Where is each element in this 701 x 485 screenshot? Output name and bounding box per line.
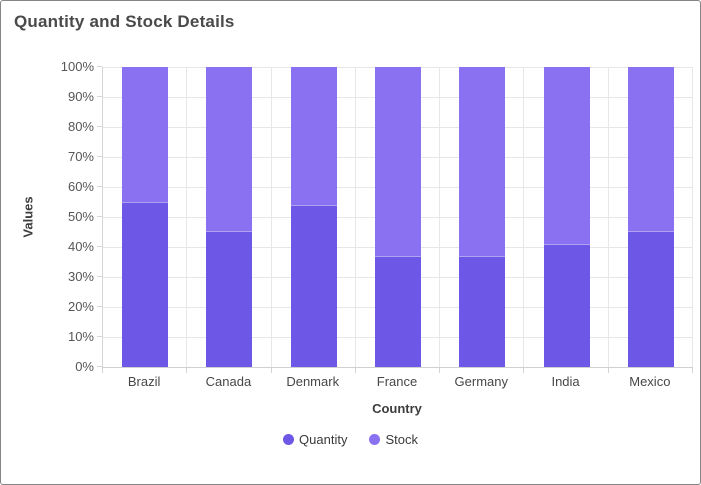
x-category-label-france: France [376,374,418,389]
bar-mexico [627,67,674,367]
y-axis-title: Values [20,196,36,238]
x-tick-mark [692,368,693,373]
x-category-label-mexico: Mexico [629,374,671,389]
y-tick-mark [97,306,102,307]
legend-item-stock[interactable]: Stock [369,432,418,447]
y-tick-label-80: 80% [67,119,94,134]
y-tick-label-70: 70% [67,149,94,164]
y-tick-mark [97,336,102,337]
y-tick-mark [97,126,102,127]
y-tick-mark [97,216,102,217]
y-tick-mark [97,366,102,367]
segment-quantity-canada[interactable] [206,230,253,367]
x-category-label-canada: Canada [205,374,252,389]
plot-area [102,67,693,368]
segment-stock-germany[interactable] [459,67,506,256]
legend-marker-quantity-icon [283,434,295,445]
y-tick-mark [97,96,102,97]
gridline-vertical [186,67,188,367]
y-tick-label-0: 0% [75,359,94,374]
gridline-vertical [523,67,525,367]
y-tick-label-60: 60% [67,179,94,194]
y-tick-mark [97,246,102,247]
segment-quantity-germany[interactable] [459,256,506,367]
segment-stock-denmark[interactable] [290,67,337,205]
gridline-vertical [692,67,693,367]
x-tick-mark [439,368,441,373]
y-tick-mark [97,276,102,277]
bar-india [543,67,590,367]
y-tick-label-40: 40% [67,239,94,254]
legend-label-stock: Stock [385,432,418,447]
x-category-label-germany: Germany [454,374,509,389]
y-tick-mark [97,186,102,187]
x-tick-mark [270,368,272,373]
gridline-vertical [354,67,356,367]
legend-label-quantity: Quantity [299,432,348,447]
x-axis-title: Country [372,401,422,416]
bar-canada [206,67,253,367]
y-tick-label-90: 90% [67,89,94,104]
y-tick-label-20: 20% [67,299,94,314]
gridline-vertical [270,67,272,367]
x-category-label-india: India [551,374,580,389]
x-category-label-denmark: Denmark [286,374,340,389]
legend: Quantity Stock [1,432,700,447]
bar-france [375,67,421,367]
bar-denmark [290,67,337,367]
segment-quantity-france[interactable] [375,256,421,367]
y-tick-label-10: 10% [67,329,94,344]
segment-quantity-india[interactable] [543,244,590,367]
x-tick-mark [186,368,188,373]
x-tick-mark [607,368,609,373]
y-tick-label-50: 50% [67,209,94,224]
gridline-vertical [439,67,441,367]
y-tick-mark [97,66,102,67]
segment-quantity-brazil[interactable] [122,202,169,367]
x-tick-mark [102,368,103,373]
x-tick-mark [523,368,525,373]
segment-stock-brazil[interactable] [122,67,169,202]
y-tick-label-100: 100% [60,59,94,74]
segment-stock-canada[interactable] [206,67,253,231]
legend-item-quantity[interactable]: Quantity [283,432,347,447]
segment-quantity-denmark[interactable] [290,205,337,367]
bar-germany [459,67,506,367]
gridline-vertical [607,67,609,367]
chart-title: Quantity and Stock Details [14,12,235,31]
legend-marker-stock-icon [369,434,381,445]
segment-stock-india[interactable] [543,67,590,244]
segment-stock-france[interactable] [375,67,421,256]
y-tick-label-30: 30% [67,269,94,284]
bar-brazil [122,67,169,367]
x-category-label-brazil: Brazil [127,374,161,389]
segment-stock-mexico[interactable] [627,67,674,231]
y-tick-mark [97,156,102,157]
x-tick-mark [354,368,356,373]
segment-quantity-mexico[interactable] [627,230,674,367]
